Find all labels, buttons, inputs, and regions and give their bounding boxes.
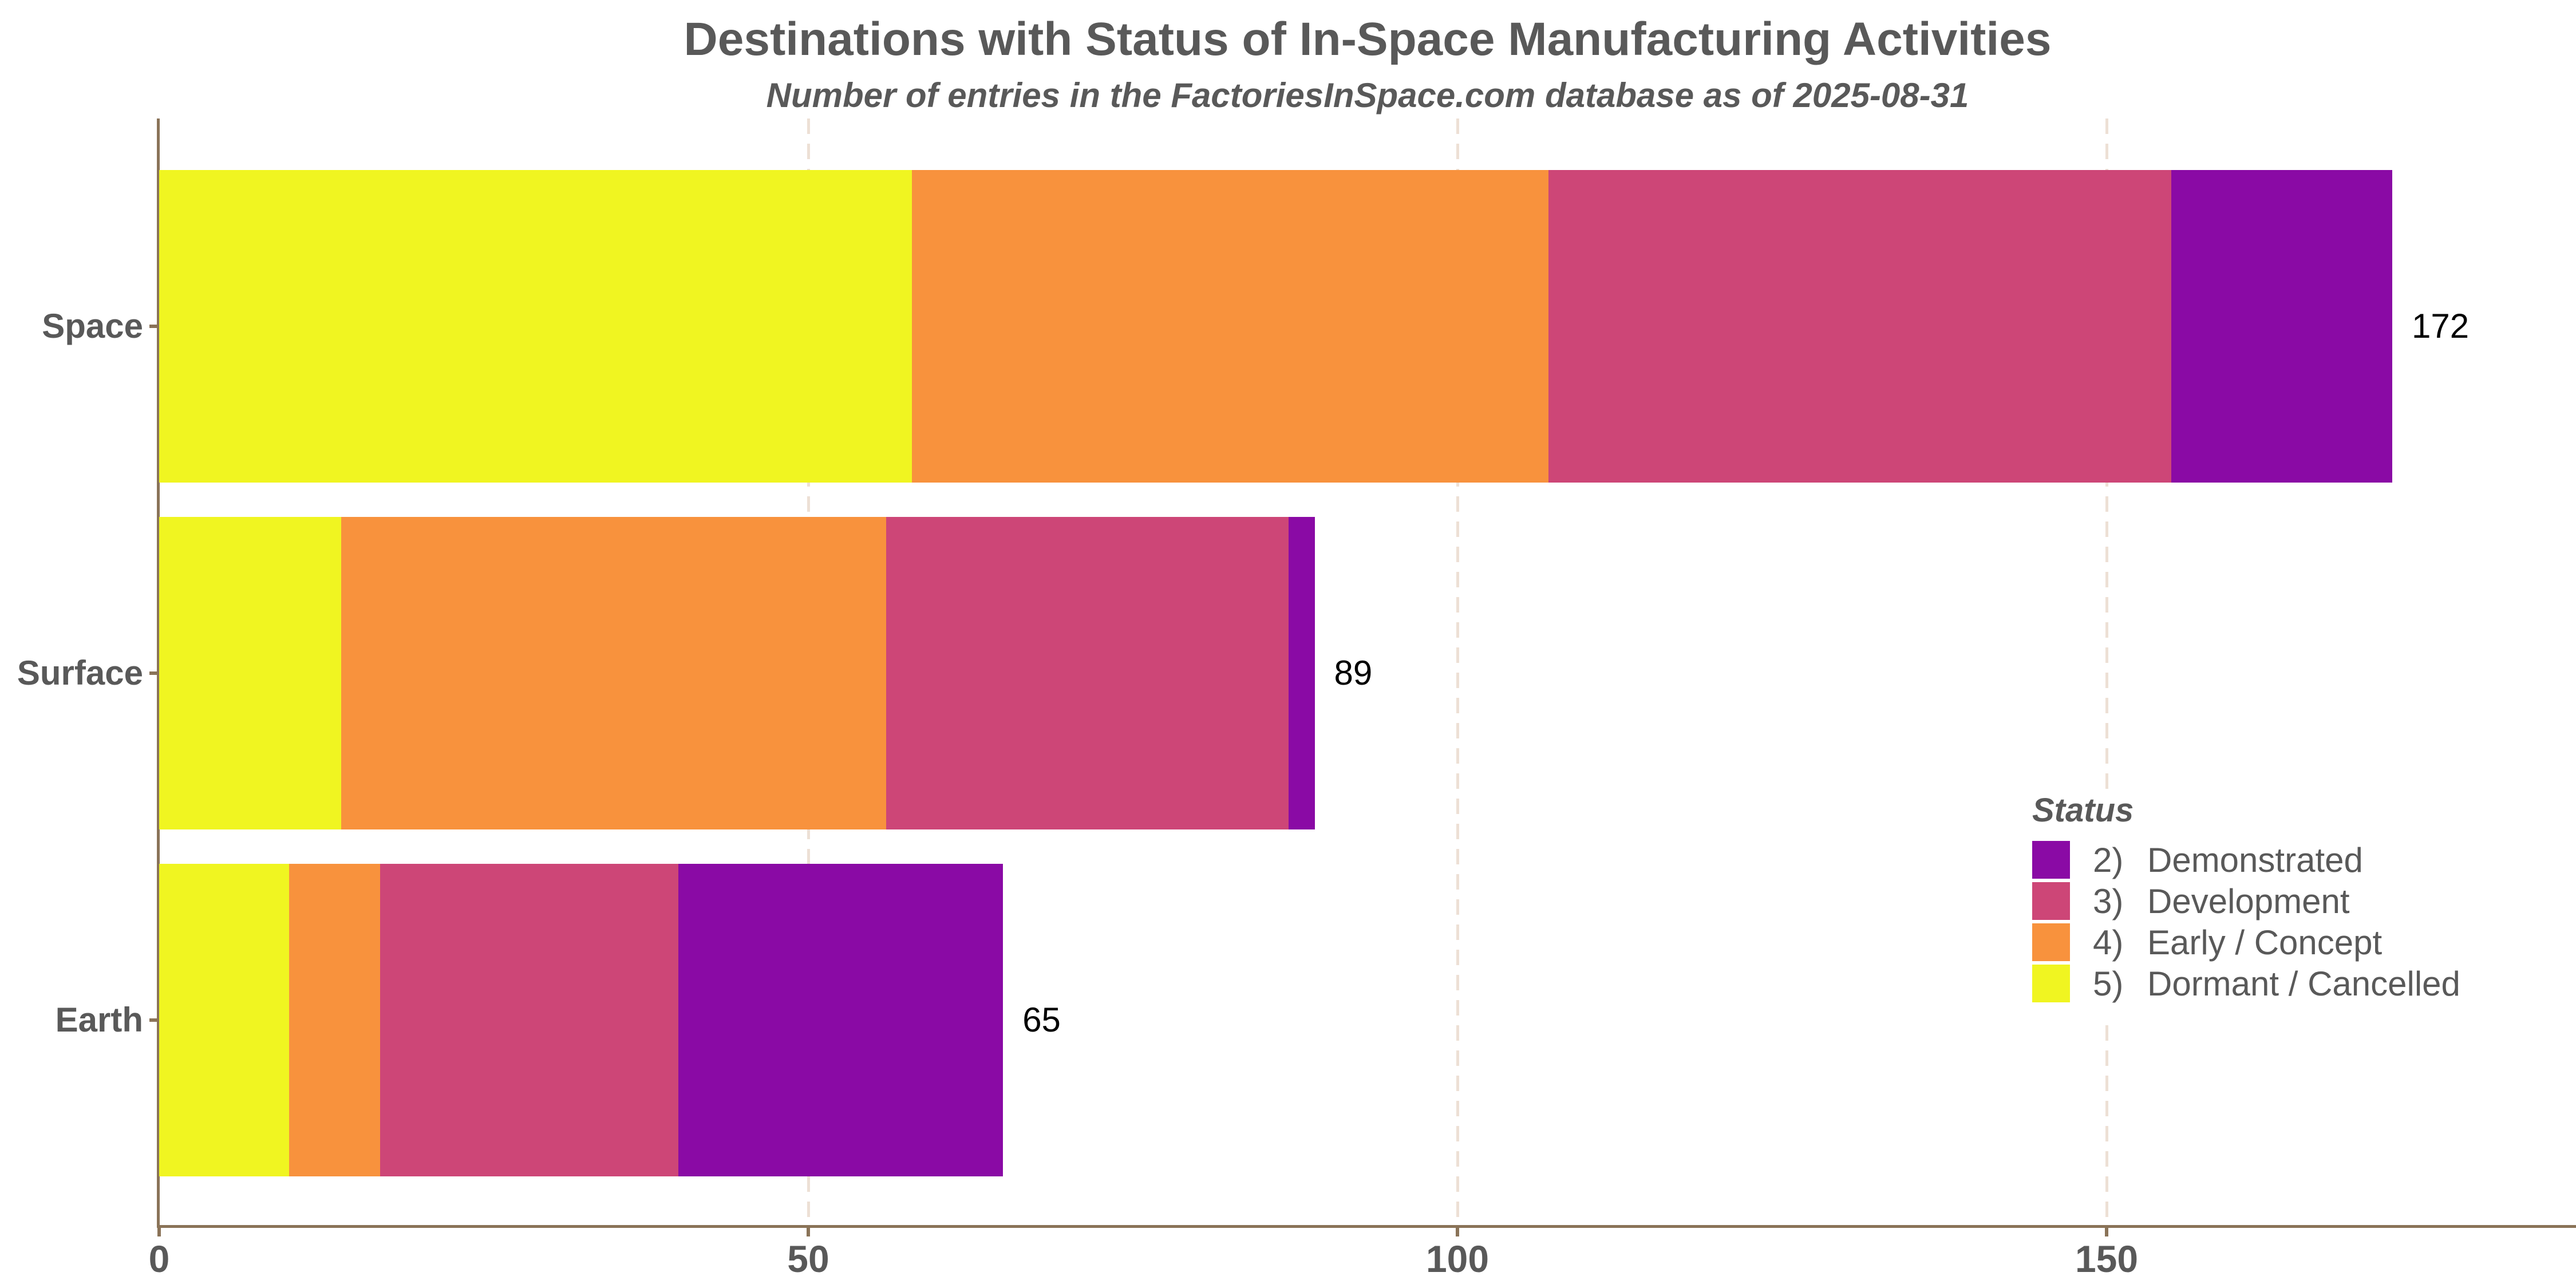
bar-segment-space-2-demonstrated <box>2171 170 2392 483</box>
legend-item-number: 4) <box>2093 923 2124 962</box>
legend-item-development: 3) Development <box>2032 880 2460 922</box>
legend: Status 2) Demonstrated 3) Development 4) Earl… <box>2025 789 2500 1019</box>
legend-item-early-concept: 4) Early / Concept <box>2032 922 2460 963</box>
y-tick-space <box>149 325 157 328</box>
bar-segment-earth-3-development <box>380 864 679 1176</box>
bar-segment-surface-3-development <box>886 517 1289 829</box>
axis-label-space: Space <box>42 307 143 345</box>
y-tick-surface <box>149 671 157 675</box>
legend-keys: 2) Demonstrated 3) Development 4) Early / Con… <box>2032 839 2460 1004</box>
value-label-earth: 65 <box>1022 1001 1061 1039</box>
legend-item-label: Early / Concept <box>2147 923 2383 962</box>
legend-swatch-dormant-cancelled <box>2032 965 2070 1002</box>
bar-segment-earth-2-demonstrated <box>678 864 1003 1176</box>
legend-item-label: Dormant / Cancelled <box>2147 964 2460 1003</box>
legend-item-label: Development <box>2147 882 2350 920</box>
x-tick-150 <box>2105 1228 2108 1236</box>
bar-segment-space-4-early-concept <box>912 170 1548 483</box>
bar-segment-surface-2-demonstrated <box>1289 517 1315 829</box>
gridline-100 <box>1456 118 1459 1225</box>
bar-segment-space-5-dormant-cancelled <box>159 170 912 483</box>
x-tick-label-100: 100 <box>1425 1238 1490 1280</box>
x-tick-0 <box>157 1228 161 1236</box>
bar-segment-earth-5-dormant-cancelled <box>159 864 289 1176</box>
x-tick-label-50: 50 <box>787 1238 829 1280</box>
value-label-space: 172 <box>2411 307 2470 345</box>
legend-item-demonstrated: 2) Demonstrated <box>2032 839 2460 880</box>
x-tick-100 <box>1456 1228 1459 1236</box>
gridline-150 <box>2105 118 2108 1225</box>
bar-segment-surface-5-dormant-cancelled <box>159 517 341 829</box>
legend-swatch-development <box>2032 882 2070 920</box>
legend-swatch-early-concept <box>2032 923 2070 961</box>
y-tick-earth <box>149 1018 157 1022</box>
axis-label-surface: Surface <box>17 654 143 692</box>
legend-item-label: Demonstrated <box>2147 840 2363 879</box>
x-axis-line <box>157 1225 2576 1228</box>
value-label-surface: 89 <box>1334 654 1373 692</box>
x-tick-label-150: 150 <box>2075 1238 2139 1280</box>
legend-item-number: 3) <box>2093 882 2124 920</box>
bar-segment-earth-4-early-concept <box>289 864 380 1176</box>
bar-segment-space-3-development <box>1548 170 2172 483</box>
legend-swatch-demonstrated <box>2032 841 2070 879</box>
legend-item-number: 2) <box>2093 840 2124 879</box>
legend-item-dormant-cancelled: 5) Dormant / Cancelled <box>2032 963 2460 1004</box>
legend-item-number: 5) <box>2093 964 2124 1003</box>
y-axis-line <box>157 118 160 1228</box>
x-tick-label-0: 0 <box>148 1238 170 1280</box>
chart-subtitle: Number of entries in the FactoriesInSpac… <box>766 76 1969 114</box>
bar-segment-surface-4-early-concept <box>341 517 887 829</box>
axis-label-earth: Earth <box>55 1001 143 1039</box>
chart-title: Destinations with Status of In-Space Man… <box>683 13 2052 65</box>
legend-title: Status <box>2032 792 2134 829</box>
x-tick-50 <box>807 1228 810 1236</box>
